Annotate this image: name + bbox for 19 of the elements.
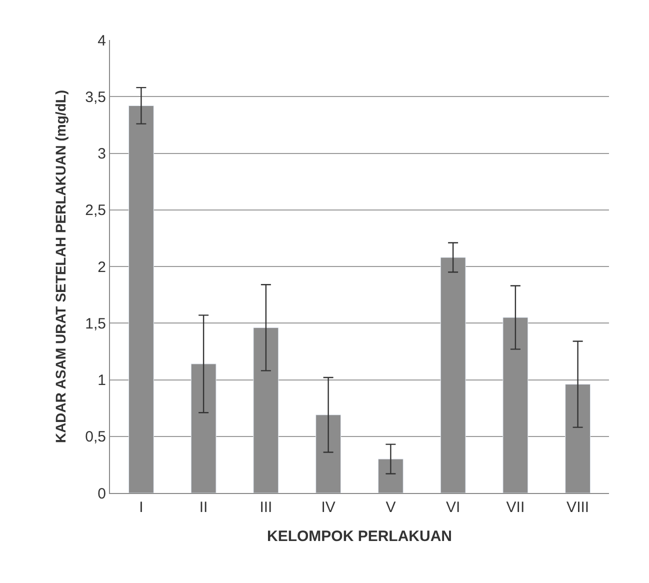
y-axis-title: KADAR ASAM URAT SETELAH PERLAKUAN (mg/dL) xyxy=(52,90,69,444)
x-tick-label: III xyxy=(260,499,272,516)
x-tick-label: VII xyxy=(506,499,525,516)
y-tick-label: 0,5 xyxy=(85,428,106,446)
y-tick-label: 1,5 xyxy=(85,315,106,332)
x-axis-title: KELOMPOK PERLAKUAN xyxy=(266,528,452,545)
y-tick-label: 2,5 xyxy=(85,202,106,220)
x-tick-label: II xyxy=(199,499,208,516)
x-tick-label: VI xyxy=(446,499,460,516)
x-tick-label: VIII xyxy=(566,499,590,516)
x-tick-label: IV xyxy=(321,499,336,516)
y-tick-label: 3 xyxy=(98,146,106,162)
y-tick-label: 2 xyxy=(98,258,106,276)
x-tick-label: I xyxy=(139,499,144,516)
y-tick-label: 1 xyxy=(98,372,106,389)
y-tick-label: 0 xyxy=(98,485,106,502)
y-tick-label: 4 xyxy=(98,32,106,50)
x-tick-label: V xyxy=(386,499,396,516)
y-tick-label: 3,5 xyxy=(85,88,106,106)
